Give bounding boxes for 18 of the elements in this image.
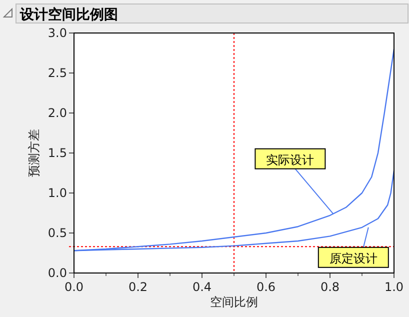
annotation: 原定设计: [329, 251, 378, 266]
y-tick-label: 1.0: [48, 186, 67, 200]
y-axis-title: 预测方差: [27, 129, 41, 177]
y-tick-label: 3.0: [48, 26, 67, 40]
x-tick-label: 0.6: [256, 280, 276, 294]
x-tick-label: 0.4: [192, 280, 212, 294]
y-tick-label: 0.5: [48, 226, 67, 240]
y-tick-label: 0.0: [48, 266, 67, 280]
y-tick-label: 2.5: [48, 66, 67, 80]
x-tick-label: 0.0: [64, 280, 84, 294]
y-tick-label: 2.0: [48, 106, 67, 120]
x-tick-label: 0.8: [320, 280, 340, 294]
x-tick-label: 0.2: [128, 280, 148, 294]
x-tick-label: 1.0: [384, 280, 404, 294]
y-tick-label: 1.5: [48, 146, 67, 160]
x-axis-title: 空间比例: [210, 295, 258, 309]
annotation: 实际设计: [266, 152, 314, 167]
chart-title: 设计空间比例图: [19, 6, 118, 23]
